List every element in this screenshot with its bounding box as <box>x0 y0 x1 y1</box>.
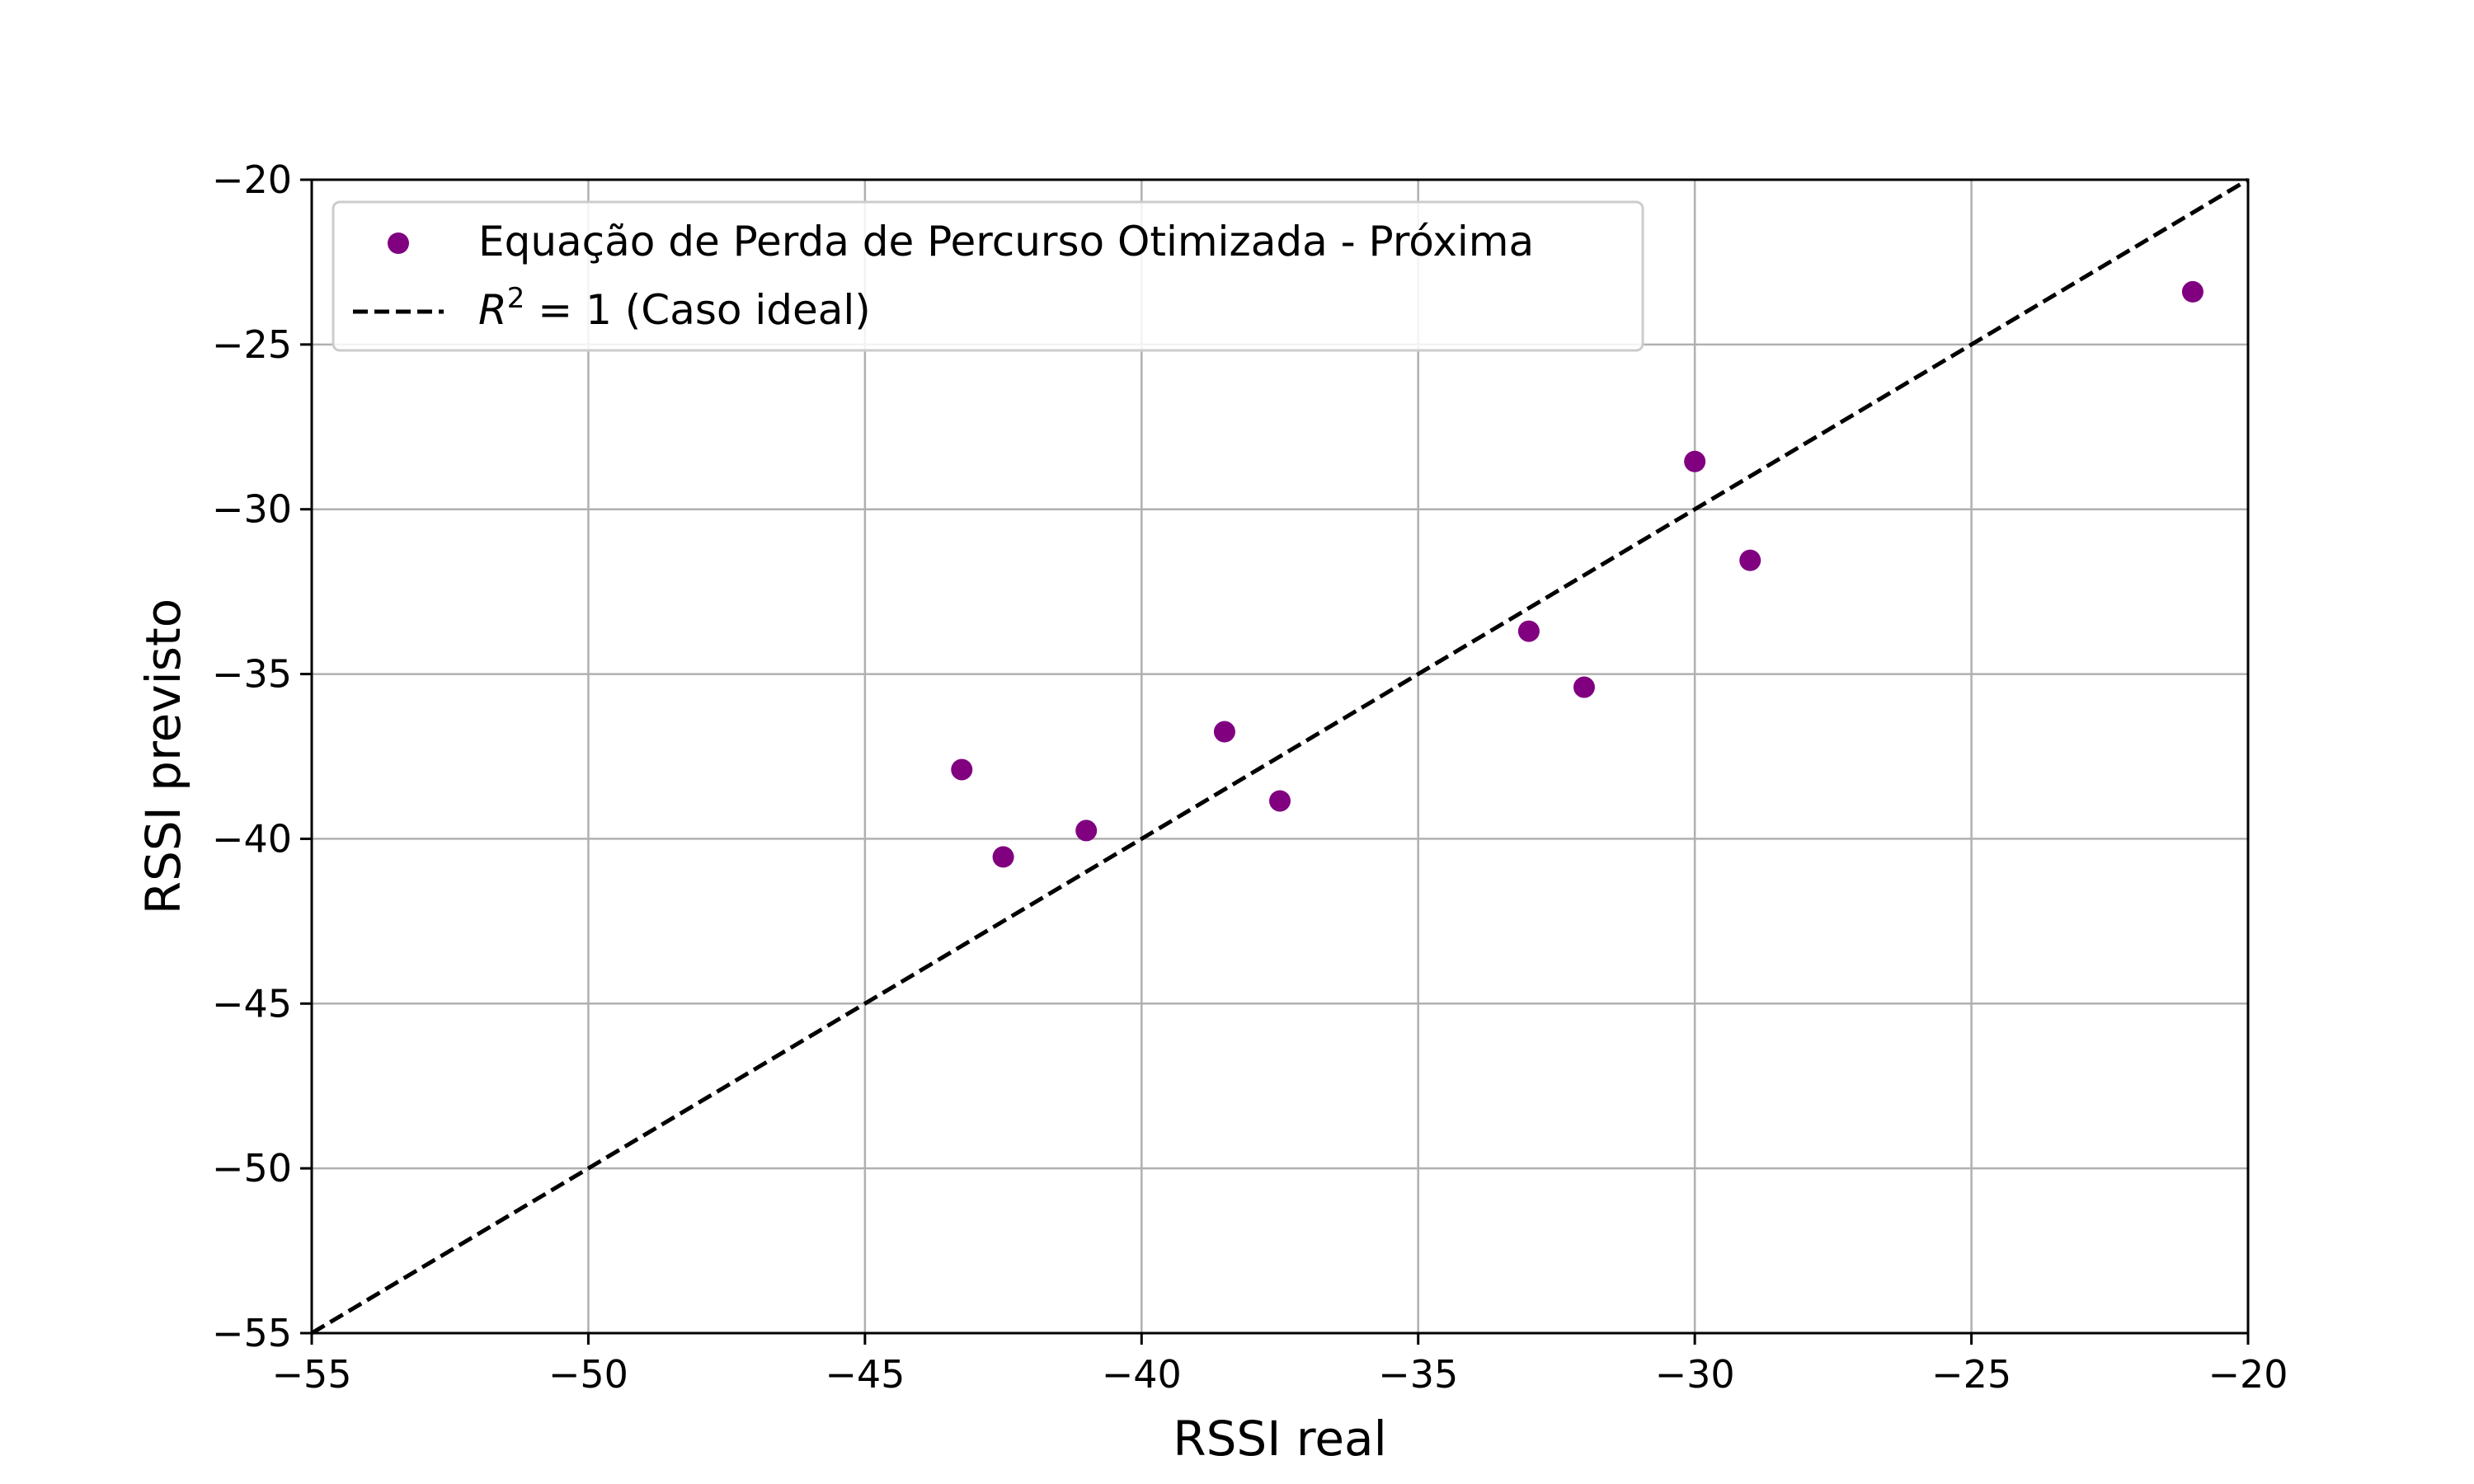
y-tick-label: −40 <box>212 816 292 861</box>
y-tick-label: −45 <box>212 981 292 1026</box>
x-tick-label: −30 <box>1655 1352 1735 1397</box>
axes-frame <box>310 178 2250 1335</box>
x-axis-title: RSSI real <box>1173 1411 1386 1467</box>
scatter-point <box>1213 721 1235 743</box>
scatter-point <box>1739 549 1761 571</box>
x-tick-label: −25 <box>1931 1352 2011 1397</box>
scatter-point <box>2181 280 2204 303</box>
y-tick-label: −55 <box>212 1311 292 1355</box>
scatter-point <box>1075 819 1098 842</box>
scatter-point <box>992 846 1014 868</box>
scatter-point <box>1573 676 1595 698</box>
legend-label-r-suffix: = 1 (Caso ideal) <box>524 286 870 334</box>
y-axis-title: RSSI previsto <box>135 599 191 914</box>
y-tick-label: −35 <box>212 652 292 697</box>
legend-label-r-symbol: R <box>478 286 507 334</box>
legend-scatter-marker <box>388 232 409 254</box>
x-tick-label: −45 <box>825 1352 905 1397</box>
scatter-point <box>951 758 973 781</box>
y-tick-label: −30 <box>212 487 292 532</box>
x-tick-label: −20 <box>2208 1352 2288 1397</box>
legend-label-series: Equação de Perda de Percurso Otimizada -… <box>478 218 1534 265</box>
reference-line-r2-1 <box>310 177 2250 1336</box>
x-tick-label: −50 <box>548 1352 628 1397</box>
y-tick-label: −25 <box>212 322 292 367</box>
legend-label-reference: R2 = 1 (Caso ideal) <box>478 282 871 334</box>
y-tick-label: −20 <box>212 157 292 202</box>
legend-box <box>332 200 1644 352</box>
axis-ticks: −55 −50 −45 −40 −35 −30 −25 −20 −55 −50 −45 −40 −35 −… <box>212 157 2288 1397</box>
scatter-point <box>1269 790 1291 812</box>
legend: Equação de Perda de Percurso Otimizada -… <box>332 200 1644 352</box>
x-tick-label: −35 <box>1378 1352 1458 1397</box>
scatter-point <box>1684 450 1706 472</box>
scatter-point <box>1517 620 1540 642</box>
y-tick-label: −50 <box>212 1146 292 1190</box>
legend-label-r-superscript: 2 <box>507 282 525 315</box>
x-tick-label: −55 <box>271 1352 351 1397</box>
x-tick-label: −40 <box>1102 1352 1182 1397</box>
plot-area <box>310 177 2250 1336</box>
